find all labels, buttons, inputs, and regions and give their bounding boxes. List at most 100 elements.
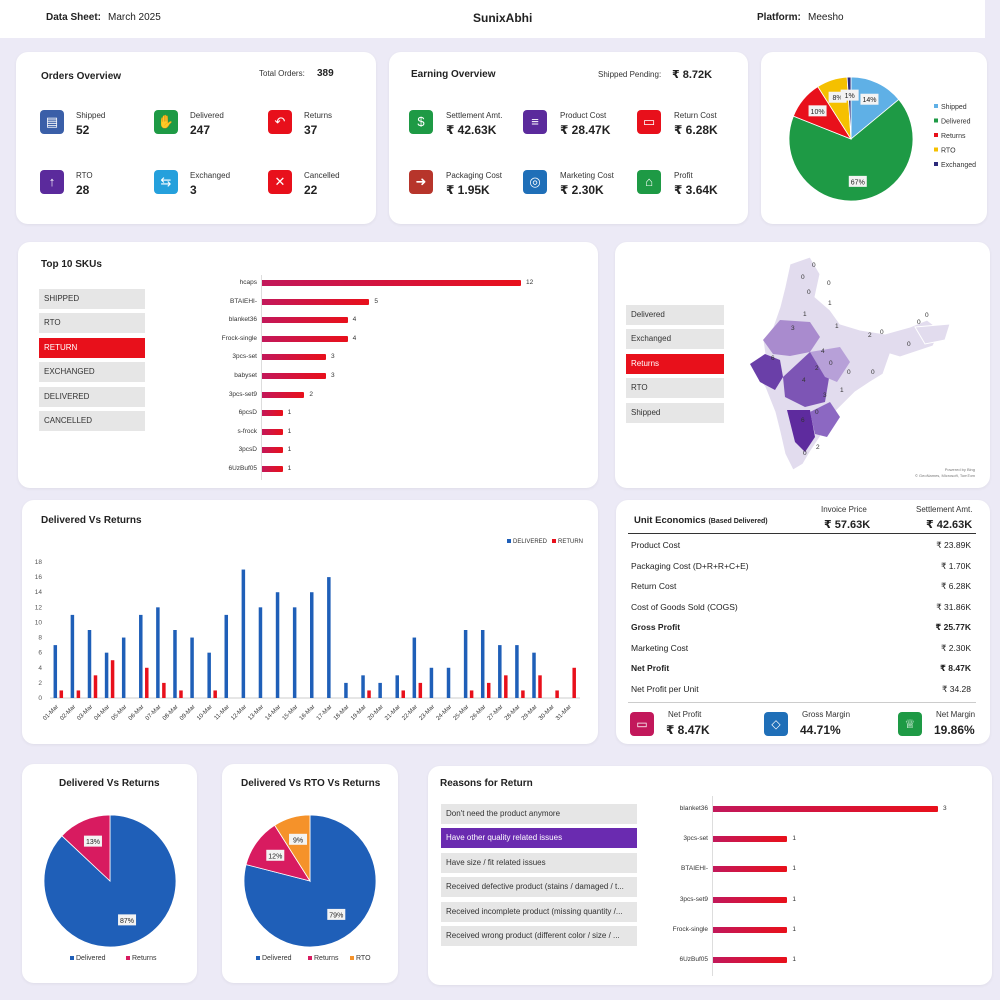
sku-filter-delivered[interactable]: DELIVERED <box>39 386 145 407</box>
delivered-bar[interactable] <box>70 614 75 698</box>
return-bar[interactable] <box>179 690 183 698</box>
x-tick: 30-Mar <box>538 704 556 722</box>
reason-sku-label: 3pcs-set9 <box>679 895 708 903</box>
map-count: 6 <box>771 355 775 362</box>
sku-filter-rto[interactable]: RTO <box>39 313 145 334</box>
sku-filter-shipped[interactable]: SHIPPED <box>39 289 145 309</box>
delivered-bar[interactable] <box>292 607 297 698</box>
return-bar[interactable] <box>145 667 149 698</box>
sku-bar[interactable] <box>261 280 521 286</box>
delivered-bar[interactable] <box>275 592 280 698</box>
delivered-bar[interactable] <box>310 592 314 698</box>
delivered-bar[interactable] <box>87 630 92 698</box>
delivered-bar[interactable] <box>53 645 58 698</box>
delivered-bar[interactable] <box>429 667 434 698</box>
sku-bar[interactable] <box>261 428 283 435</box>
sku-bar[interactable] <box>261 447 283 454</box>
return-bar[interactable] <box>486 682 491 698</box>
reason-bar[interactable] <box>712 896 788 903</box>
return-bar[interactable] <box>572 667 576 698</box>
return-bar[interactable] <box>401 690 405 698</box>
return-bar[interactable] <box>418 682 423 698</box>
sku-label: Frock-single <box>221 334 257 342</box>
return-bar[interactable] <box>213 690 217 698</box>
reason-bar[interactable] <box>712 926 788 933</box>
reason-filter[interactable]: Received defective product (stains / dam… <box>441 877 637 898</box>
sku-label: 3pcs-set <box>232 353 257 361</box>
pie-slice-1[interactable] <box>61 814 111 882</box>
sku-bar[interactable] <box>261 373 326 379</box>
delivered-bar[interactable] <box>446 667 451 698</box>
delivered-bar[interactable] <box>412 637 417 698</box>
reason-filter[interactable]: Received incomplete product (missing qua… <box>441 901 637 922</box>
delivered-bar[interactable] <box>258 607 263 698</box>
delivered-bar[interactable] <box>173 630 177 698</box>
delivered-bar[interactable] <box>378 682 382 698</box>
shipped-pending-label: Shipped Pending: <box>598 70 662 79</box>
delivered-bar[interactable] <box>344 682 348 698</box>
return-bar[interactable] <box>555 690 559 698</box>
unit-econ-divider <box>628 533 976 534</box>
ue-row: Net Profit ₹ 8.47K <box>631 663 971 677</box>
delivered-bar[interactable] <box>241 569 246 698</box>
sku-bar[interactable] <box>261 317 348 324</box>
return-bar[interactable] <box>367 690 371 698</box>
delivered-bar[interactable] <box>121 637 126 698</box>
pie-slice-2[interactable] <box>274 814 311 883</box>
pie-slice-1[interactable] <box>788 98 914 202</box>
delivered-bar[interactable] <box>480 630 485 698</box>
sku-filter-return[interactable]: RETURN <box>39 337 145 358</box>
sku-filter-exchanged[interactable]: EXCHANGED <box>39 362 145 383</box>
pie-label-1: 12% <box>268 853 282 860</box>
reason-filter[interactable]: Received wrong product (different color … <box>441 926 637 946</box>
map-filter-shipped[interactable]: Shipped <box>626 402 724 423</box>
map-count: 0 <box>801 274 805 281</box>
reason-bar[interactable] <box>712 806 938 812</box>
delivered-bar[interactable] <box>139 614 143 698</box>
delivered-bar[interactable] <box>156 607 160 698</box>
return-bar[interactable] <box>110 660 115 698</box>
sku-bar[interactable] <box>261 466 283 472</box>
map-filter-returns[interactable]: Returns <box>626 353 724 374</box>
delivered-bar[interactable] <box>207 652 211 698</box>
x-tick: 07-Mar <box>145 704 163 722</box>
delivered-bar[interactable] <box>532 652 536 698</box>
return-bar[interactable] <box>59 690 64 698</box>
reason-filter[interactable]: Have other quality related issues <box>441 828 637 849</box>
sku-bar[interactable] <box>261 354 326 361</box>
delivered-bar[interactable] <box>463 630 468 698</box>
sku-bar[interactable] <box>261 298 370 305</box>
reason-bar[interactable] <box>712 836 788 843</box>
return-bar[interactable] <box>521 690 525 698</box>
delivered-bar[interactable] <box>224 614 229 698</box>
map-filter-exchanged[interactable]: Exchanged <box>626 329 724 350</box>
y-tick: 8 <box>38 635 42 642</box>
delivered-bar[interactable] <box>361 675 365 698</box>
sku-bar[interactable] <box>261 410 283 417</box>
delivered-bar[interactable] <box>190 637 194 698</box>
return-bar[interactable] <box>76 690 81 698</box>
x-tick: 09-Mar <box>179 704 197 722</box>
return-bar[interactable] <box>162 682 166 698</box>
reason-bar[interactable] <box>712 866 788 873</box>
delivered-bar[interactable] <box>327 577 331 698</box>
map-filter-delivered[interactable]: Delivered <box>626 305 724 325</box>
sku-bar[interactable] <box>261 335 348 342</box>
delivered-bar[interactable] <box>515 645 519 698</box>
sku-bar[interactable] <box>261 391 305 398</box>
delivered-bar[interactable] <box>395 675 399 698</box>
return-bar[interactable] <box>469 690 474 698</box>
reason-bar[interactable] <box>712 957 788 963</box>
reason-filter[interactable]: Don't need the product anymore <box>441 804 637 824</box>
delivered-bar[interactable] <box>498 645 502 698</box>
return-bar[interactable] <box>538 675 542 698</box>
delivered-bar[interactable] <box>104 652 109 698</box>
sku-filter-cancelled[interactable]: CANCELLED <box>39 411 145 431</box>
map-filter-rto[interactable]: RTO <box>626 378 724 399</box>
return-bar[interactable] <box>504 675 508 698</box>
map-attribution-2: © GeoNames, Microsoft, TomTom <box>915 473 976 478</box>
reason-filter[interactable]: Have size / fit related issues <box>441 852 637 873</box>
pie-slice-0[interactable] <box>850 76 900 140</box>
return-bar[interactable] <box>93 675 98 698</box>
